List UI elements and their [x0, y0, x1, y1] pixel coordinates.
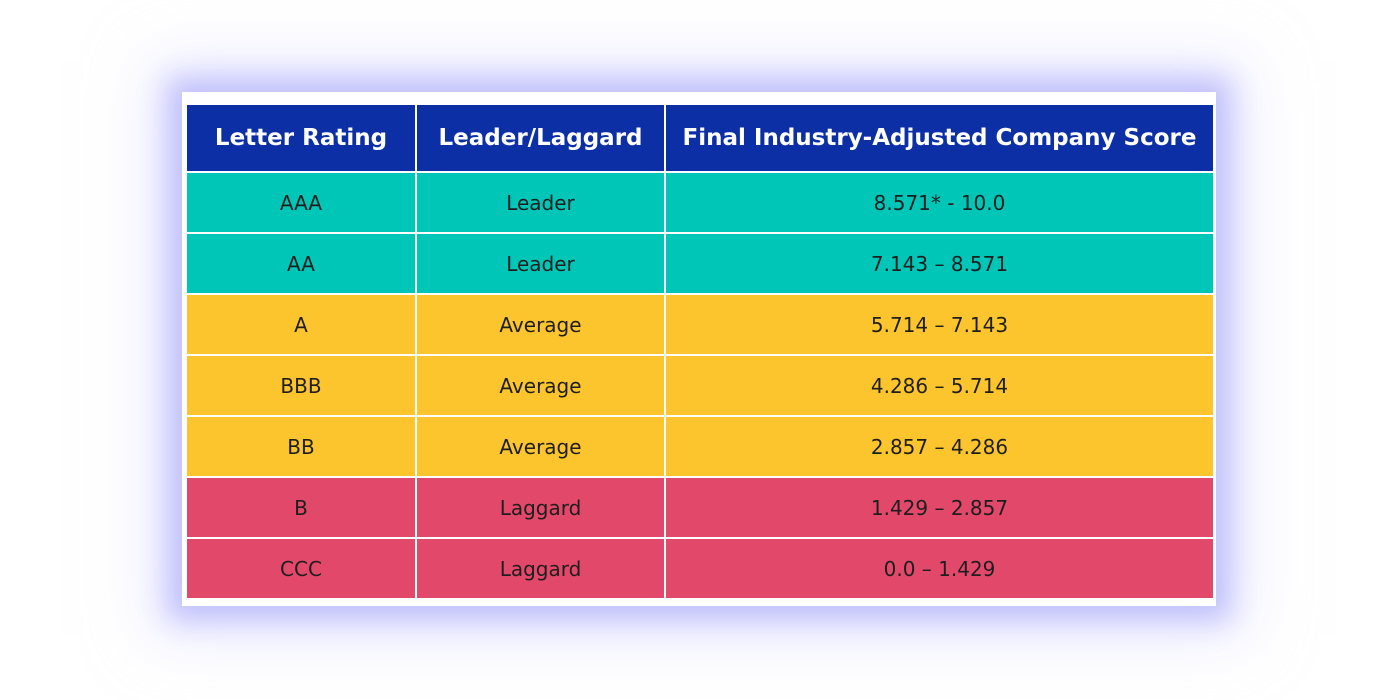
table-row: AAA Leader 8.571* - 10.0	[187, 172, 1213, 234]
table-row: AA Leader 7.143 – 8.571	[187, 233, 1213, 295]
rating-cell: B	[187, 477, 417, 539]
score-range-cell: 7.143 – 8.571	[665, 233, 1213, 295]
table-row: B Laggard 1.429 – 2.857	[187, 477, 1213, 539]
rating-cell: CCC	[187, 538, 417, 598]
score-range-cell: 4.286 – 5.714	[665, 355, 1213, 417]
table-row: CCC Laggard 0.0 – 1.429	[187, 538, 1213, 598]
rating-cell: AA	[187, 233, 417, 295]
rating-cell: AAA	[187, 172, 417, 234]
rating-cell: A	[187, 294, 417, 356]
table-row: BB Average 2.857 – 4.286	[187, 416, 1213, 478]
score-range-cell: 8.571* - 10.0	[665, 172, 1213, 234]
tier-cell: Laggard	[416, 538, 666, 598]
tier-cell: Average	[416, 294, 666, 356]
tier-cell: Average	[416, 416, 666, 478]
header-letter-rating: Letter Rating	[187, 105, 417, 173]
table-row: BBB Average 4.286 – 5.714	[187, 355, 1213, 417]
rating-table: Letter Rating Leader/Laggard Final Indus…	[187, 105, 1213, 598]
header-final-score: Final Industry-Adjusted Company Score	[665, 105, 1213, 173]
score-range-cell: 2.857 – 4.286	[665, 416, 1213, 478]
table-header-row: Letter Rating Leader/Laggard Final Indus…	[187, 105, 1213, 173]
rating-cell: BB	[187, 416, 417, 478]
score-range-cell: 1.429 – 2.857	[665, 477, 1213, 539]
tier-cell: Laggard	[416, 477, 666, 539]
rating-table-card: Letter Rating Leader/Laggard Final Indus…	[182, 92, 1216, 606]
table-row: A Average 5.714 – 7.143	[187, 294, 1213, 356]
rating-cell: BBB	[187, 355, 417, 417]
header-leader-laggard: Leader/Laggard	[416, 105, 666, 173]
score-range-cell: 5.714 – 7.143	[665, 294, 1213, 356]
tier-cell: Average	[416, 355, 666, 417]
tier-cell: Leader	[416, 172, 666, 234]
score-range-cell: 0.0 – 1.429	[665, 538, 1213, 598]
tier-cell: Leader	[416, 233, 666, 295]
